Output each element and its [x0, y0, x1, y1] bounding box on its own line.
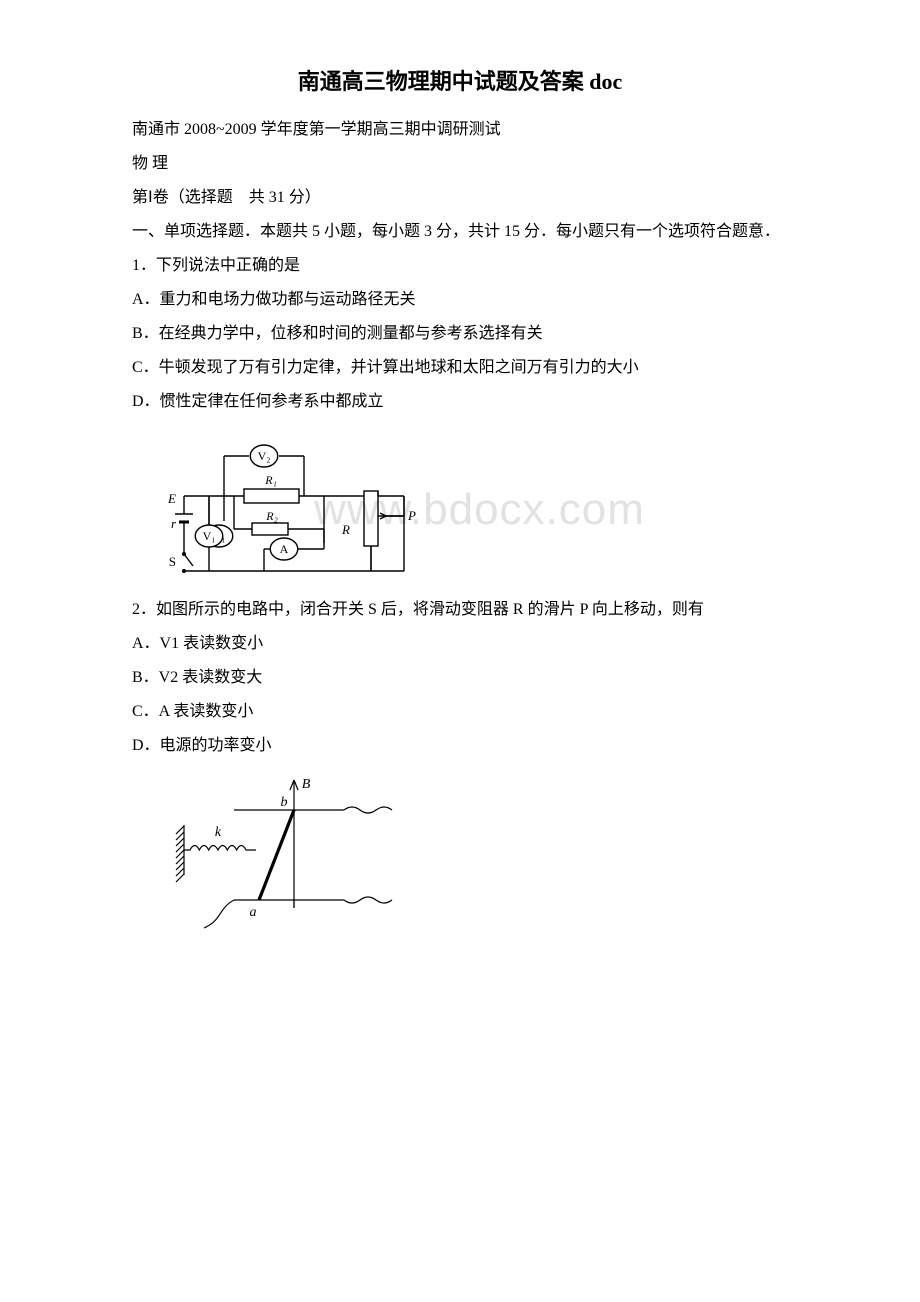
- svg-text:R: R: [341, 522, 350, 537]
- section-1-heading: 一、单项选择题．本题共 5 小题，每小题 3 分，共计 15 分．每小题只有一个…: [100, 216, 820, 248]
- rod-figure-container: k Ba b: [164, 770, 820, 940]
- circuit-diagram: V₂R₁ErSV₁V₁R₂APR: [164, 426, 424, 586]
- svg-text:P: P: [407, 508, 416, 523]
- q2-option-c: C．A 表读数变小: [100, 696, 820, 728]
- paper-part-line: 第Ⅰ卷（选择题 共 31 分）: [100, 182, 820, 214]
- svg-text:r: r: [171, 516, 177, 531]
- q2-option-d: D．电源的功率变小: [100, 730, 820, 762]
- page-title: 南通高三物理期中试题及答案 doc: [100, 60, 820, 104]
- svg-text:B: B: [302, 777, 311, 792]
- q1-stem: 1．下列说法中正确的是: [100, 250, 820, 282]
- q1-option-b: B．在经典力学中，位移和时间的测量都与参考系选择有关: [100, 318, 820, 350]
- subject-line: 物 理: [100, 148, 820, 180]
- svg-text:k: k: [215, 825, 222, 840]
- q1-option-c: C．牛顿发现了万有引力定律，并计算出地球和太阳之间万有引力的大小: [100, 352, 820, 384]
- circuit-figure-container: www.bdocx.com V₂R₁ErSV₁V₁R₂APR: [164, 426, 820, 586]
- q2-option-b: B．V2 表读数变大: [100, 662, 820, 694]
- q1-option-a: A．重力和电场力做功都与运动路径无关: [100, 284, 820, 316]
- rod-diagram: k Ba b: [164, 770, 394, 940]
- q2-option-a: A．V1 表读数变小: [100, 628, 820, 660]
- svg-text:E: E: [167, 491, 176, 506]
- svg-text:V₁: V₁: [203, 529, 216, 543]
- svg-text:S: S: [169, 554, 176, 569]
- svg-text:A: A: [280, 542, 289, 556]
- svg-text:a: a: [250, 905, 257, 920]
- svg-text:R₁: R₁: [264, 473, 277, 487]
- svg-text:V₂: V₂: [258, 449, 271, 463]
- q1-option-d: D．惯性定律在任何参考系中都成立: [100, 386, 820, 418]
- subtitle-line-1: 南通市 2008~2009 学年度第一学期高三期中调研测试: [100, 114, 820, 146]
- svg-text:b: b: [281, 795, 288, 810]
- q2-stem: 2．如图所示的电路中，闭合开关 S 后，将滑动变阻器 R 的滑片 P 向上移动，…: [100, 594, 820, 626]
- svg-text:R₂: R₂: [265, 509, 278, 523]
